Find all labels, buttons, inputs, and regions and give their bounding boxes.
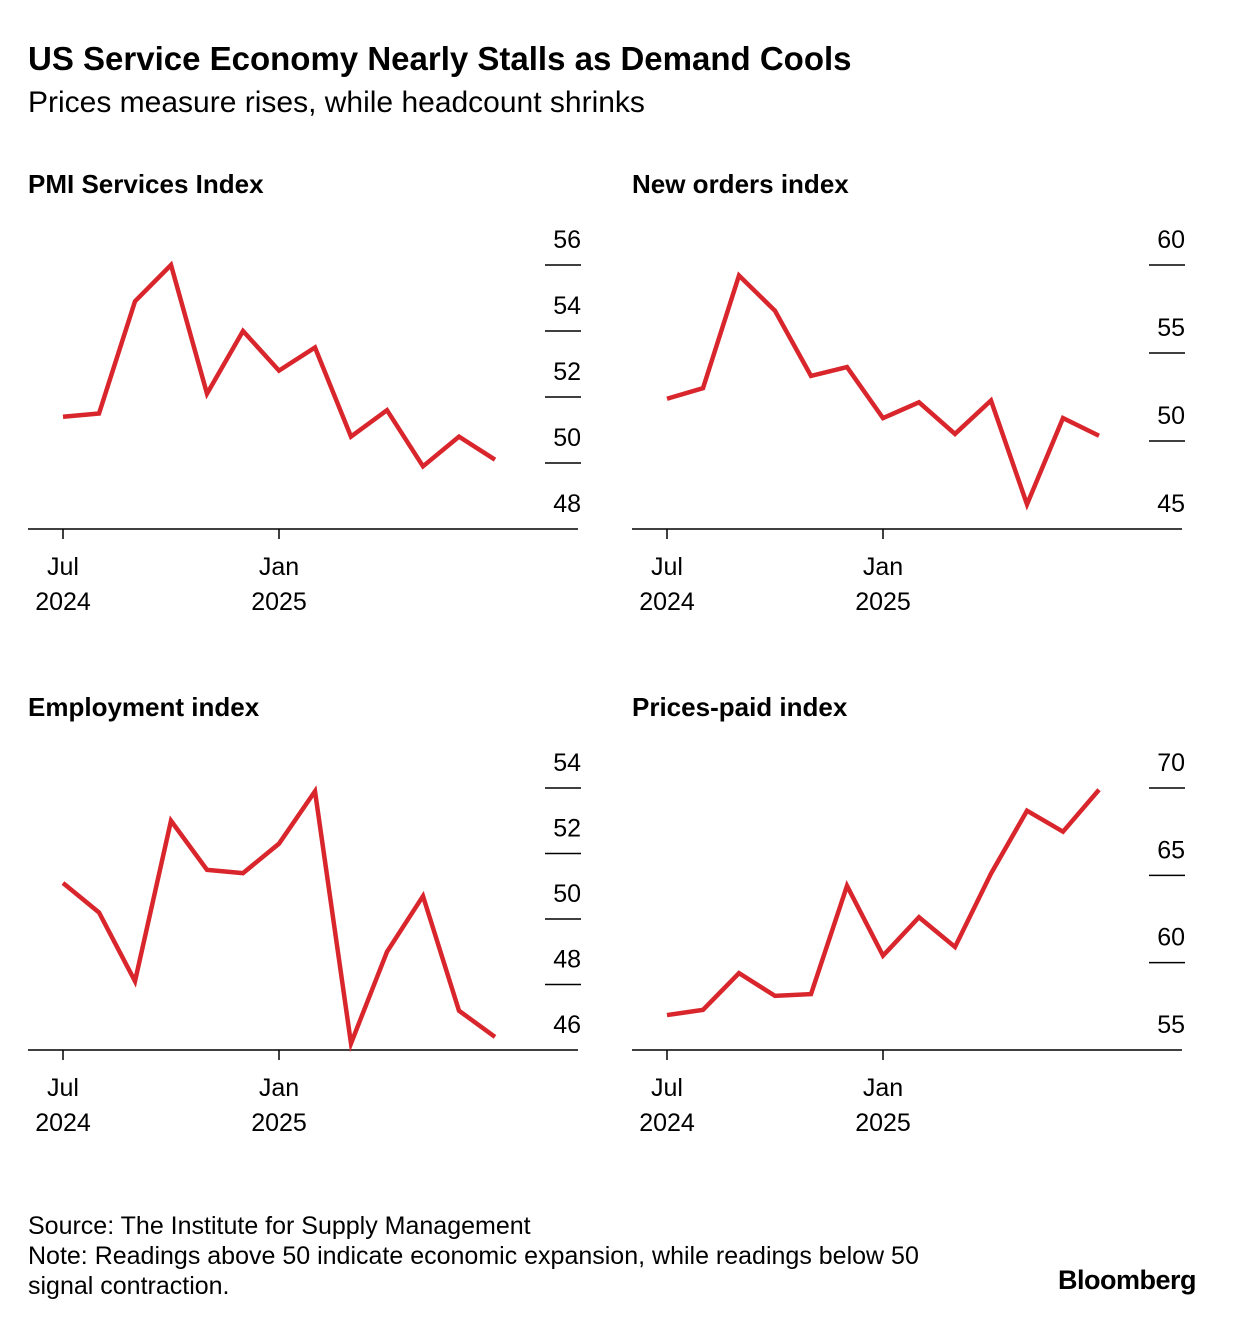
data-line xyxy=(666,788,1101,1018)
x-tick-label: Jan 2025 xyxy=(855,1074,911,1137)
y-tick-label: 50 xyxy=(553,424,581,452)
data-line xyxy=(61,785,497,1053)
y-tick-label: 56 xyxy=(553,226,581,254)
panel-title: New orders index xyxy=(632,169,849,199)
y-tick-label: 60 xyxy=(1157,226,1185,254)
x-tick-label: Jul 2024 xyxy=(639,1074,695,1137)
y-tick-label: 54 xyxy=(553,292,581,320)
subtitle: Prices measure rises, while headcount sh… xyxy=(28,86,645,119)
panel-title: PMI Services Index xyxy=(28,169,264,199)
data-line xyxy=(62,260,497,470)
x-tick-label: Jul 2024 xyxy=(35,1074,91,1137)
logo: Bloomberg xyxy=(1057,1265,1197,1295)
title: US Service Economy Nearly Stalls as Dema… xyxy=(28,40,852,77)
panel-title: Employment index xyxy=(28,692,260,722)
x-tick-label: Jan 2025 xyxy=(251,1074,307,1137)
note: Note: Readings above 50 indicate economi… xyxy=(28,1242,919,1300)
data-line xyxy=(666,271,1100,511)
y-tick-label: 48 xyxy=(553,490,581,518)
y-tick-label: 55 xyxy=(1157,1011,1185,1039)
x-tick-label: Jul 2024 xyxy=(639,553,695,616)
y-tick-label: 52 xyxy=(553,358,581,386)
y-tick-label: 52 xyxy=(553,815,581,843)
y-tick-label: 54 xyxy=(553,749,581,777)
x-tick-label: Jan 2025 xyxy=(855,553,911,616)
y-tick-label: 60 xyxy=(1157,924,1185,952)
y-tick-label: 55 xyxy=(1157,314,1185,342)
y-tick-label: 70 xyxy=(1157,749,1185,777)
y-tick-label: 50 xyxy=(553,880,581,908)
panel-title: Prices-paid index xyxy=(632,692,848,722)
x-tick-label: Jul 2024 xyxy=(35,553,91,616)
y-tick-label: 50 xyxy=(1157,402,1185,430)
y-tick-label: 48 xyxy=(553,946,581,974)
y-tick-label: 45 xyxy=(1157,490,1185,518)
x-tick-label: Jan 2025 xyxy=(251,553,307,616)
source: Source: The Institute for Supply Managem… xyxy=(28,1212,531,1240)
y-tick-label: 46 xyxy=(553,1011,581,1039)
y-tick-label: 65 xyxy=(1157,836,1185,864)
